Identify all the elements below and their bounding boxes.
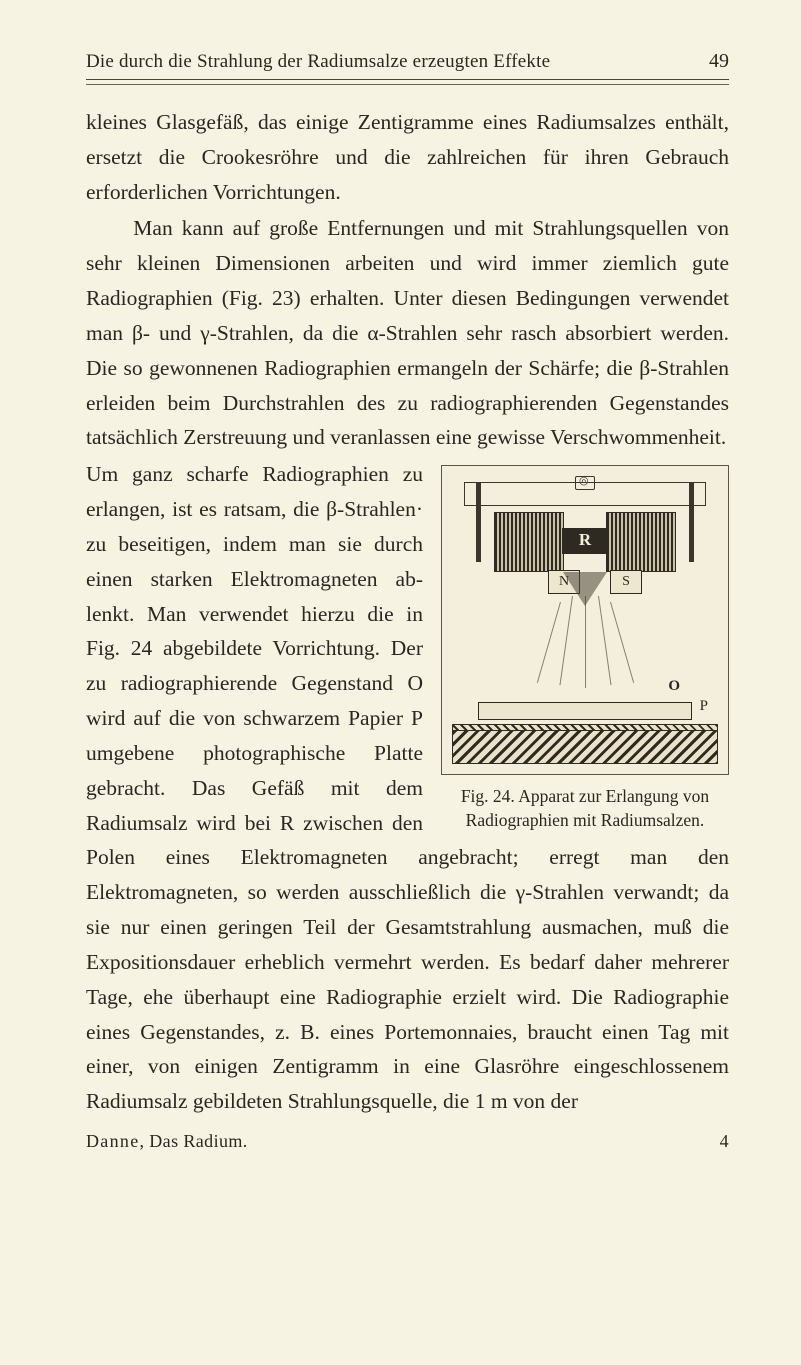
header-rule xyxy=(86,84,729,85)
figure-caption: Fig. 24. Apparat zur Erlangung von Radio… xyxy=(441,785,729,832)
page-number: 49 xyxy=(709,50,729,73)
figure-crossbar xyxy=(464,482,706,506)
footer-rest: , Das Radium. xyxy=(139,1131,247,1151)
footer: Danne, Das Radium. 4 xyxy=(86,1131,729,1152)
footer-author-title: Danne, Das Radium. xyxy=(86,1131,248,1152)
running-title: Die durch die Strahlung der Radiumsalze … xyxy=(86,51,550,73)
figure-coil-right xyxy=(606,512,676,572)
figure-rays xyxy=(530,596,640,688)
figure-label-p: P xyxy=(700,698,708,715)
figure-label-r: R xyxy=(579,530,591,550)
page: Die durch die Strahlung der Radiumsalze … xyxy=(0,0,801,1192)
figure-box: R N S O P xyxy=(441,465,729,775)
figure-post-right xyxy=(689,482,694,562)
footer-small-caps: Danne xyxy=(86,1131,139,1151)
figure-label-o: O xyxy=(668,678,680,695)
figure-24: R N S O P Fig. 24. Apparat zur Erlangung… xyxy=(441,465,729,832)
figure-coil-left xyxy=(494,512,564,572)
figure-label-s: S xyxy=(610,570,642,594)
running-head: Die durch die Strahlung der Radiumsalze … xyxy=(86,50,729,80)
signature-mark: 4 xyxy=(720,1131,729,1152)
figure-hatch-base xyxy=(452,730,718,764)
paragraph-1: kleines Glasgefäß, das einige Zentigramm… xyxy=(86,105,729,209)
figure-post-left xyxy=(476,482,481,562)
paragraph-2: Man kann auf große Entfernungen und mit … xyxy=(86,211,729,455)
figure-plate xyxy=(478,702,692,720)
